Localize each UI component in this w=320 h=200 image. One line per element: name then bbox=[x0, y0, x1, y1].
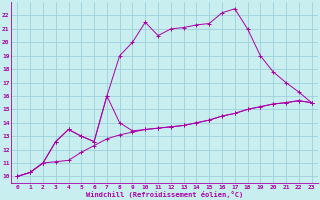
X-axis label: Windchill (Refroidissement éolien,°C): Windchill (Refroidissement éolien,°C) bbox=[86, 191, 243, 198]
